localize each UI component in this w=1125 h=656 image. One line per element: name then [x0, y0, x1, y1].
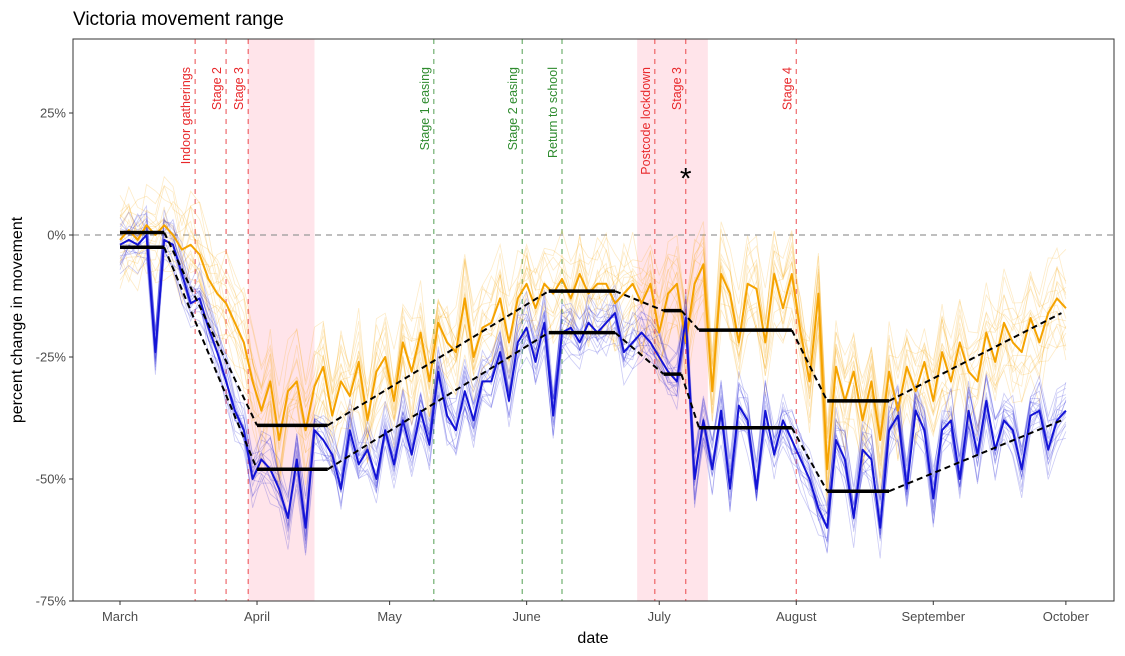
orange-model-transition-4: [790, 329, 829, 402]
blue-region-line-5: [119, 218, 1067, 509]
plot-border: [72, 38, 1115, 602]
orange-region-line-1: [119, 206, 1067, 480]
orange-model-transition-5: [888, 312, 1062, 402]
x-tick-label-5: August: [776, 609, 817, 624]
y-tick-label-4: -75%: [36, 594, 67, 609]
blue-median-line: [119, 234, 1067, 529]
orange-region-line-4: [119, 175, 1067, 455]
orange-region-line-11: [119, 210, 1066, 491]
x-tick-label-2: May: [377, 609, 402, 624]
x-tick-label-3: June: [513, 609, 541, 624]
event-lines: Indoor gatherings Stage 2 Stage 3 Stage 1 e…: [179, 39, 797, 601]
event-label-8: Stage 4: [780, 67, 794, 110]
orange-median-line: [119, 224, 1067, 471]
blue-region-line-3: [119, 211, 1067, 516]
asterisk-annotation: *: [680, 162, 692, 195]
shaded-periods: [248, 39, 708, 601]
x-tick-label-1: April: [244, 609, 270, 624]
blue-model-transition-0: [163, 246, 258, 470]
annotations: *: [680, 162, 692, 195]
blue-model-transition-4: [790, 427, 829, 492]
x-axis-title: date: [577, 630, 608, 647]
orange-model-transition-3: [680, 309, 700, 331]
orange-model-transition-0: [163, 232, 258, 426]
event-label-0: Indoor gatherings: [179, 67, 193, 164]
shaded-period-1: [637, 39, 708, 601]
model-segments: [120, 230, 1062, 493]
y-axis: 25% 0% -25% -50% -75%: [36, 106, 73, 609]
orange-region-line-14: [119, 185, 1067, 424]
x-tick-label-7: October: [1043, 609, 1090, 624]
event-label-5: Return to school: [546, 67, 560, 158]
orange-region-line-9: [119, 184, 1067, 439]
y-tick-label-0: 25%: [40, 106, 66, 121]
y-axis-title: percent change in movement: [9, 216, 26, 423]
event-label-1: Stage 2: [210, 67, 224, 110]
x-tick-label-4: July: [648, 609, 672, 624]
event-label-3: Stage 1 easing: [418, 67, 432, 150]
x-tick-label-0: March: [102, 609, 138, 624]
event-label-2: Stage 3: [232, 67, 246, 110]
blue-region-line-0: [119, 211, 1067, 525]
y-tick-label-3: -50%: [36, 472, 67, 487]
event-label-7: Stage 3: [670, 67, 684, 110]
y-tick-label-2: -25%: [36, 350, 67, 365]
event-label-4: Stage 2 easing: [506, 67, 520, 150]
blue-model-transition-2: [614, 331, 665, 375]
blue-region-line-6: [119, 226, 1067, 544]
orange-region-line-8: [119, 200, 1067, 435]
orange-region-line-12: [119, 238, 1067, 497]
x-axis: March April May June July August September Octo…: [102, 601, 1090, 624]
blue-region-line-13: [119, 213, 1067, 517]
blue-model-transition-5: [888, 419, 1062, 493]
chart-title: Victoria movement range: [73, 9, 284, 30]
x-tick-label-6: September: [901, 609, 965, 624]
orange-region-line-7: [119, 218, 1067, 433]
orange-model-transition-1: [327, 290, 550, 427]
blue-region-line-8: [119, 249, 1067, 556]
y-tick-label-1: 0%: [47, 228, 66, 243]
median-lines: [119, 224, 1067, 529]
blue-region-line-7: [119, 249, 1067, 559]
event-label-6: Postcode lockdown: [639, 67, 653, 175]
blue-model-transition-1: [327, 331, 550, 471]
orange-model-transition-2: [614, 290, 665, 312]
